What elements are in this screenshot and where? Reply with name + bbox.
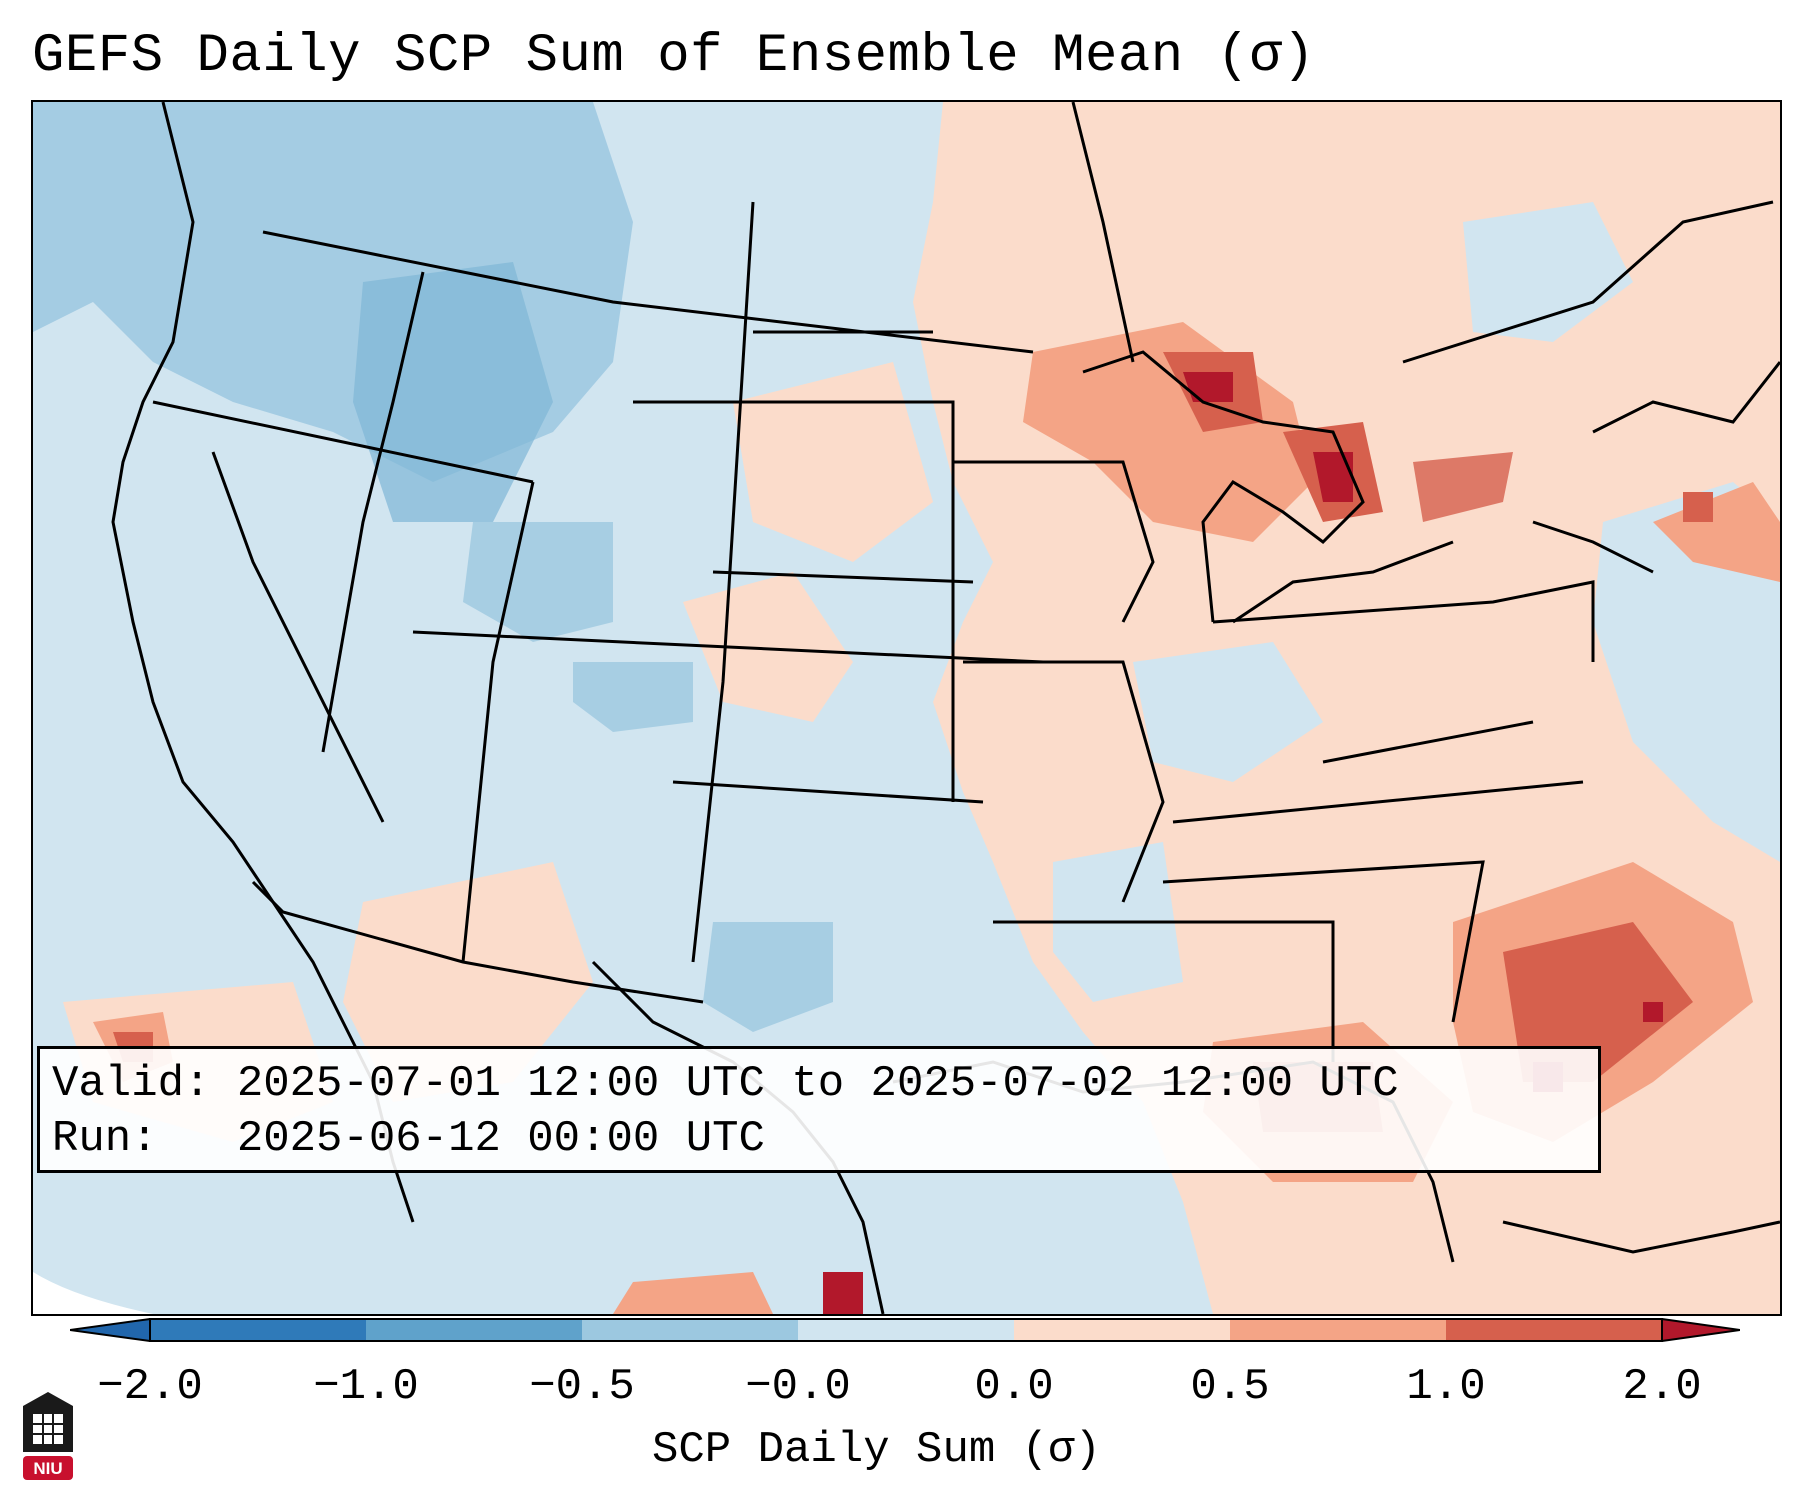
map-panel[interactable] — [31, 100, 1782, 1316]
colorbar-outline — [149, 1318, 1663, 1342]
colorbar-segment — [150, 1319, 366, 1341]
colorbar-segment — [582, 1319, 798, 1341]
field-south-edge-peak — [823, 1272, 863, 1314]
field-atlantic-strong — [1503, 922, 1693, 1082]
run-time: Run: 2025-06-12 00:00 UTC — [52, 1114, 765, 1164]
colorbar-segment — [1446, 1319, 1662, 1341]
field-ontario-strong — [1413, 452, 1513, 522]
colorbar-tick-label: 2.0 — [1622, 1362, 1702, 1412]
colorbar-segment — [366, 1319, 582, 1341]
colorbar-label: SCP Daily Sum (σ) — [652, 1425, 1101, 1475]
field-pocket — [1463, 202, 1633, 342]
field-warm-southwest — [343, 862, 593, 1102]
valid-time: Valid: 2025-07-01 12:00 UTC to 2025-07-0… — [52, 1059, 1399, 1109]
colorbar-segment — [1014, 1319, 1230, 1341]
field-cool-texas — [703, 922, 833, 1032]
scp-field-map — [33, 102, 1780, 1314]
colorbar-tick-label: −2.0 — [97, 1362, 203, 1412]
colorbar-extend-high — [1661, 1318, 1740, 1342]
field-newengland-moderate — [1653, 482, 1780, 582]
colorbar-tick-label: −1.0 — [313, 1362, 419, 1412]
field-pocket-atlantic — [1593, 482, 1780, 862]
validity-info-box: Valid: 2025-07-01 12:00 UTC to 2025-07-0… — [37, 1046, 1601, 1173]
colorbar-tick-label: 0.0 — [974, 1362, 1054, 1412]
field-warm-plains — [683, 572, 853, 722]
field-cool-idaho — [353, 262, 553, 522]
field-newengland-strong — [1683, 492, 1713, 522]
niu-logo: NIU — [23, 1392, 73, 1480]
field-atlantic-peak — [1643, 1002, 1663, 1022]
colorbar — [70, 1318, 1740, 1342]
colorbar-segment — [798, 1319, 1014, 1341]
logo-text: NIU — [33, 1459, 62, 1478]
state-boundaries — [111, 102, 1780, 1314]
colorbar-tick-label: −0.5 — [529, 1362, 635, 1412]
colorbar-tick-label: 1.0 — [1406, 1362, 1486, 1412]
field-south-edge — [613, 1272, 773, 1314]
chart-title: GEFS Daily SCP Sum of Ensemble Mean (σ) — [32, 26, 1316, 87]
field-pocket-ohio — [1133, 642, 1323, 782]
colorbar-tick-label: −0.0 — [745, 1362, 851, 1412]
field-cool-colorado — [573, 662, 693, 732]
field-warm-dakotas — [733, 362, 933, 562]
field-huron-peak — [1313, 452, 1353, 502]
colorbar-tick-label: 0.5 — [1190, 1362, 1270, 1412]
field-cool-wyoming — [463, 522, 613, 642]
colorbar-extend-low — [70, 1318, 151, 1342]
colorbar-segment — [1230, 1319, 1446, 1341]
